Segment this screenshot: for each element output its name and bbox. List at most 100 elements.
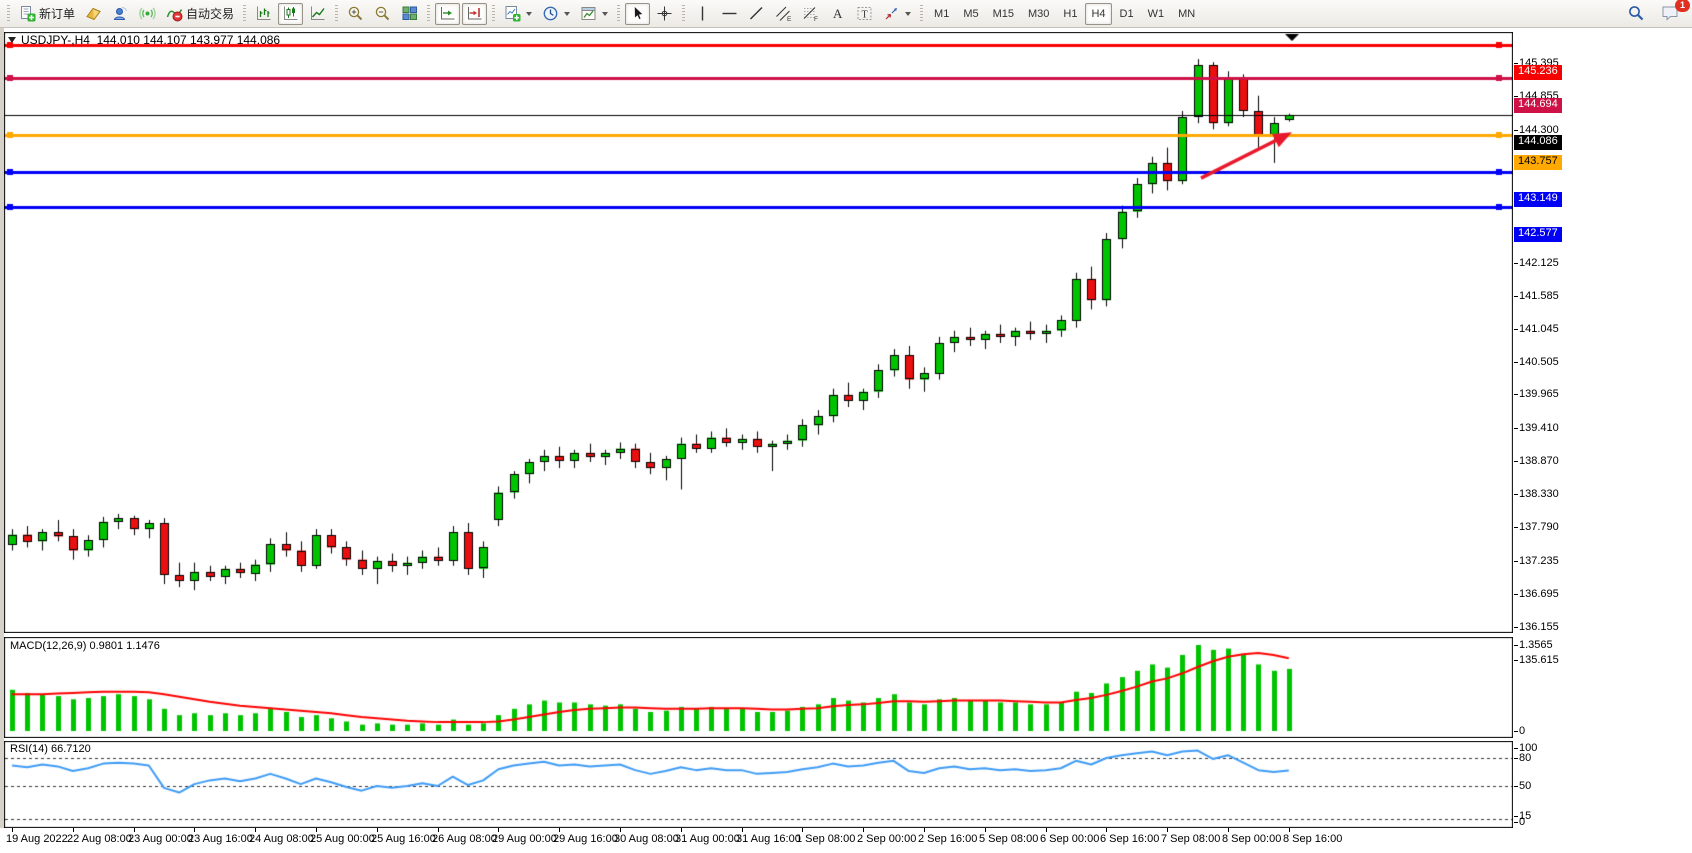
tf-m1-label: M1 [934, 7, 950, 20]
price-tick: 141.585 [1514, 289, 1559, 302]
date-label: 19 Aug 2022 [6, 833, 68, 845]
tf-m15-label: M15 [992, 7, 1014, 20]
tf-w1-button[interactable]: W1 [1142, 3, 1171, 25]
date-tick [620, 828, 621, 832]
candlestick-mode-button[interactable] [278, 2, 304, 25]
trendline-tool-button[interactable] [744, 3, 769, 25]
window-left-edge [0, 28, 4, 853]
chevron-down-icon [602, 11, 609, 16]
fibo-icon: F [802, 5, 819, 22]
broadcast-icon [139, 5, 156, 22]
tile-windows-icon [401, 5, 418, 22]
price-tick: 136.155 [1514, 621, 1559, 634]
search-button[interactable] [1623, 2, 1649, 24]
arrows-icon [883, 5, 900, 22]
indicators-list-button[interactable] [500, 3, 536, 25]
toolbar-grip [617, 4, 621, 23]
date-tick [194, 828, 195, 832]
tf-m5-button[interactable]: M5 [957, 3, 984, 25]
cursor-icon [629, 5, 646, 22]
auto-scroll-button[interactable] [435, 2, 461, 25]
date-label: 7 Sep 08:00 [1161, 833, 1221, 845]
macd-axis-tick: 1.3565 [1514, 639, 1553, 651]
text-label-tool-button[interactable]: T [852, 3, 877, 25]
tf-h1-label: H1 [1063, 7, 1078, 20]
date-tick [1106, 828, 1107, 832]
tf-m30-label: M30 [1028, 7, 1050, 20]
tf-mn-button[interactable]: MN [1172, 3, 1201, 25]
zoom-in-button[interactable] [343, 3, 368, 25]
periods-list-button[interactable] [538, 3, 574, 25]
zoom-in-icon [347, 5, 364, 22]
zoom-out-button[interactable] [370, 3, 395, 25]
equidistant-channel-tool-button[interactable]: E [771, 3, 796, 25]
macd-axis-tick: 0 [1513, 725, 1526, 737]
price-tick: 137.790 [1514, 521, 1559, 534]
tf-d1-button[interactable]: D1 [1114, 3, 1140, 25]
rsi-panel-canvas[interactable] [4, 741, 1513, 828]
templates-list-button[interactable] [576, 3, 612, 25]
date-label: 23 Aug 00:00 [128, 833, 193, 845]
tile-windows-button[interactable] [397, 3, 422, 25]
rsi-axis-tick: 100 [1513, 742, 1538, 754]
chart-shift-button[interactable] [462, 2, 488, 25]
date-axis[interactable]: 19 Aug 2022 22 Aug 08:00 23 Aug 00:00 23 Au… [0, 828, 1692, 853]
date-label: 29 Aug 00:00 [492, 833, 557, 845]
fibonacci-tool-button[interactable]: F [798, 3, 823, 25]
profile-button[interactable] [108, 3, 133, 25]
price-level-label: 142.577 [1514, 227, 1562, 243]
line-chart-icon [309, 5, 326, 22]
date-label: 29 Aug 16:00 [553, 833, 618, 845]
crosshair-tool-button[interactable] [652, 3, 677, 25]
bar-chart-mode-button[interactable] [251, 3, 276, 25]
text-tool-button[interactable]: A [825, 3, 850, 25]
periods-icon [542, 5, 559, 22]
label-icon: T [856, 5, 873, 22]
cursor-tool-button[interactable] [625, 2, 651, 25]
price-tick: 135.615 [1514, 654, 1559, 666]
date-label: 25 Aug 00:00 [310, 833, 375, 845]
price-tick: 138.870 [1514, 455, 1559, 468]
tf-m1-button[interactable]: M1 [928, 3, 955, 25]
date-label: 6 Sep 00:00 [1040, 833, 1100, 845]
autotrading-button[interactable]: 自动交易 [162, 3, 238, 25]
market-book-button[interactable] [81, 3, 106, 25]
price-tick: 144.300 [1514, 123, 1559, 136]
svg-text:F: F [814, 16, 818, 22]
crosshair-icon [656, 5, 673, 22]
channel-icon: E [775, 5, 792, 22]
indicators-icon [504, 5, 521, 22]
date-tick [863, 828, 864, 832]
tf-m15-button[interactable]: M15 [987, 3, 1020, 25]
toolbar-right: 1 [1622, 0, 1690, 24]
price-tick: 137.235 [1514, 555, 1559, 568]
date-tick [559, 828, 560, 832]
price-tick: 140.505 [1514, 355, 1559, 368]
date-label: 5 Sep 08:00 [979, 833, 1039, 845]
autotrading-label: 自动交易 [186, 7, 235, 21]
new-order-button[interactable]: 新订单 [15, 3, 79, 25]
toolbar-grip [920, 4, 924, 23]
tf-h1-button[interactable]: H1 [1057, 3, 1083, 25]
rsi-label: RSI(14) 66.7120 [10, 743, 91, 755]
auto-scroll-icon [439, 5, 456, 22]
price-level-label: 145.236 [1514, 64, 1562, 80]
line-chart-mode-button[interactable] [305, 3, 330, 25]
chevron-down-icon [564, 11, 571, 16]
date-label: 6 Sep 16:00 [1100, 833, 1160, 845]
broadcast-button[interactable] [135, 3, 160, 25]
macd-panel-canvas[interactable] [4, 637, 1513, 738]
price-chart-canvas[interactable] [4, 32, 1513, 633]
tf-m30-button[interactable]: M30 [1022, 3, 1055, 25]
horizontal-line-tool-button[interactable] [717, 3, 742, 25]
notifications-button[interactable]: 1 [1657, 0, 1690, 24]
tf-h4-button[interactable]: H4 [1085, 2, 1112, 25]
symbol-dropdown-icon[interactable] [8, 37, 16, 43]
date-tick [134, 828, 135, 832]
price-axis[interactable]: 145.395 144.855 144.300 142.125 141.585 141.0… [1513, 28, 1692, 828]
bar-chart-icon [255, 5, 272, 22]
date-label: 2 Sep 16:00 [918, 833, 978, 845]
vertical-line-tool-button[interactable] [690, 3, 715, 25]
arrows-tool-button[interactable] [879, 3, 915, 25]
